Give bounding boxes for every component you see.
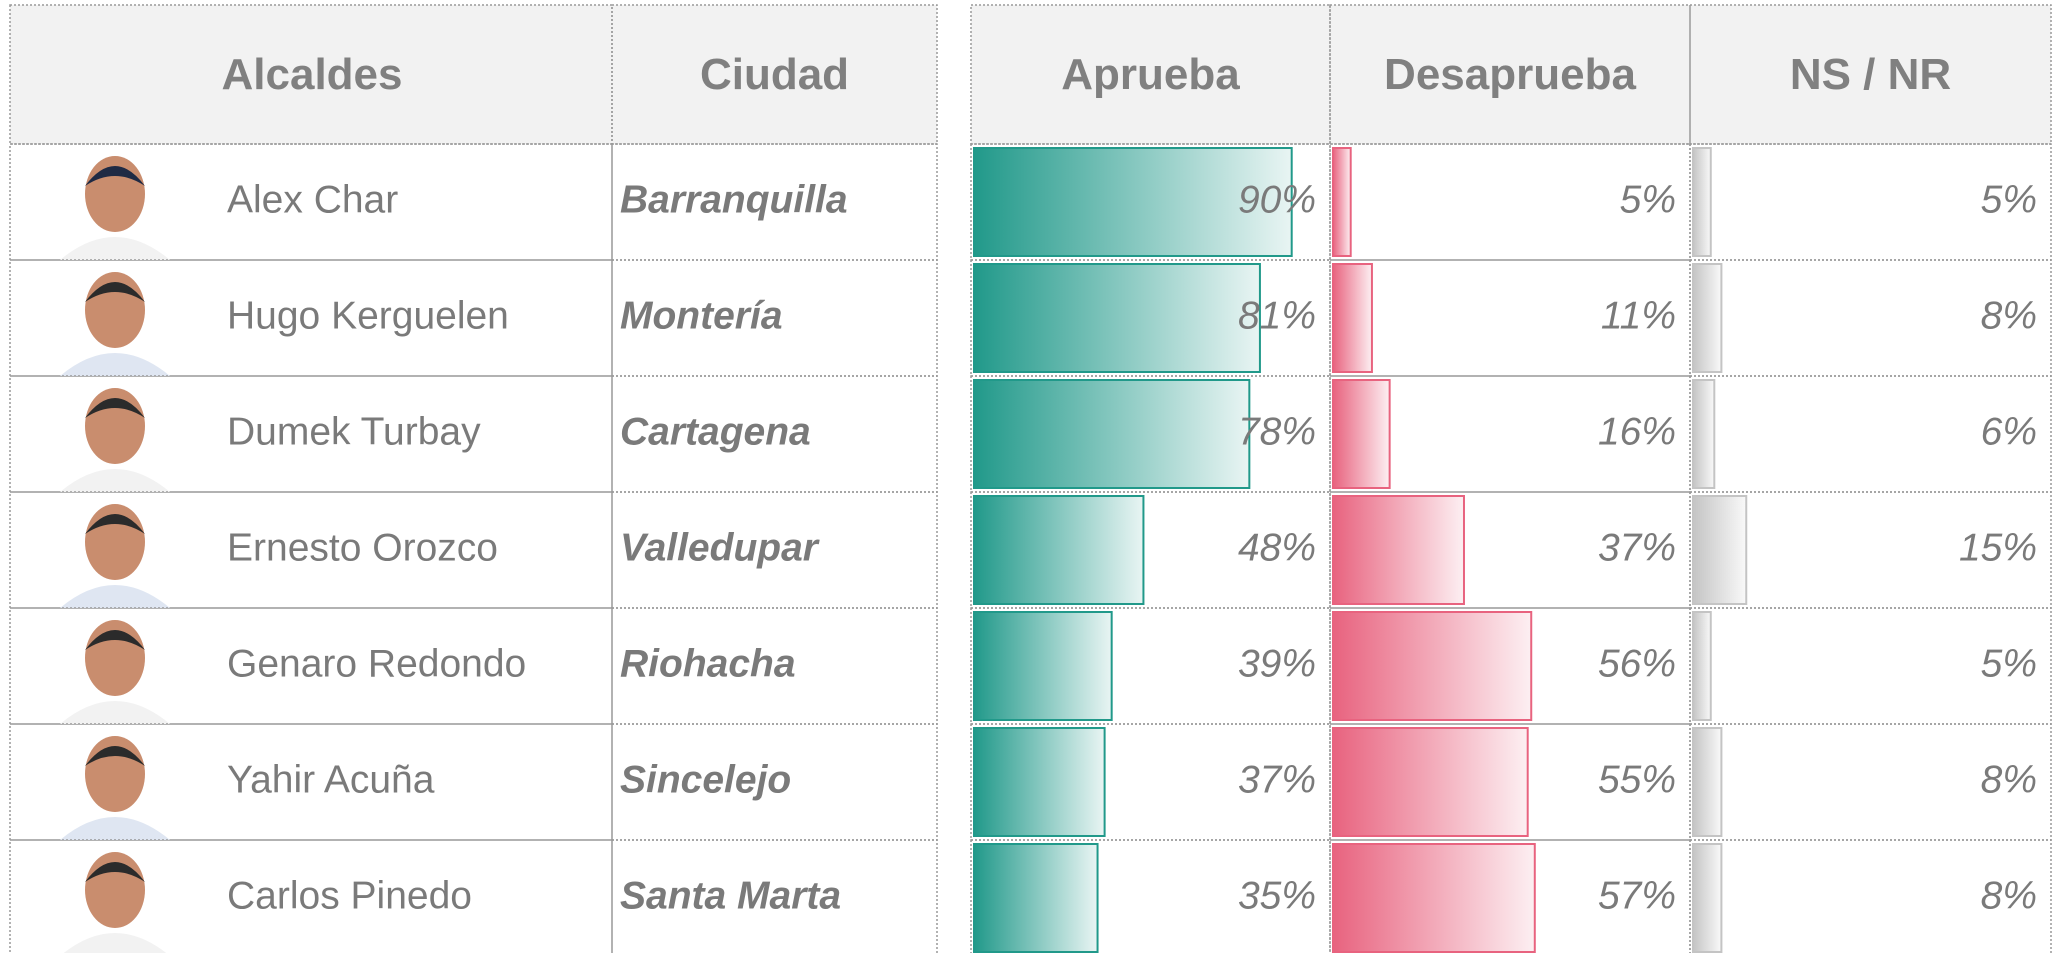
mayor-name: Carlos Pinedo xyxy=(227,874,472,917)
column-header: Ciudad xyxy=(700,50,849,99)
photo-shoulders xyxy=(60,353,170,376)
city-name: Cartagena xyxy=(620,410,811,453)
photo-shoulders xyxy=(60,701,170,724)
data-bar xyxy=(973,611,1113,721)
data-bar xyxy=(1692,147,1712,257)
data-bar xyxy=(973,147,1293,257)
value-label: 16% xyxy=(1598,410,1676,453)
cell xyxy=(611,607,938,725)
value-label: 55% xyxy=(1598,758,1676,801)
city-name: Barranquilla xyxy=(620,178,848,221)
cell xyxy=(611,723,938,841)
photo-hair xyxy=(85,746,145,766)
value-label: 8% xyxy=(1981,294,2037,337)
city-name: Sincelejo xyxy=(620,758,791,801)
photo xyxy=(63,852,167,953)
photo-shoulders xyxy=(60,469,170,492)
cell xyxy=(611,259,938,377)
photo-hair xyxy=(85,862,145,882)
cell xyxy=(611,839,938,953)
value-label: 11% xyxy=(1601,294,1676,337)
data-bar xyxy=(1692,495,1748,605)
value-label: 35% xyxy=(1238,874,1316,917)
photo xyxy=(60,388,170,492)
photo-shoulders xyxy=(60,817,170,840)
data-bar xyxy=(1692,611,1712,721)
data-bar xyxy=(973,495,1145,605)
header-bg xyxy=(10,5,937,144)
cell xyxy=(611,143,938,261)
data-bar xyxy=(1692,379,1716,489)
header-bg xyxy=(971,5,2051,144)
photo-hair xyxy=(85,630,145,650)
value-label: 56% xyxy=(1598,642,1676,685)
value-label: 5% xyxy=(1981,178,2037,221)
column-header: Desaprueba xyxy=(1384,50,1636,99)
city-name: Riohacha xyxy=(620,642,796,685)
value-label: 15% xyxy=(1959,526,2037,569)
header-cell xyxy=(1329,4,1691,145)
data-bar xyxy=(1692,263,1723,373)
city-name: Montería xyxy=(620,294,783,337)
value-label: 48% xyxy=(1238,526,1316,569)
photo xyxy=(60,272,170,376)
value-label: 57% xyxy=(1598,874,1676,917)
data-bar xyxy=(973,263,1261,373)
data-bar xyxy=(1332,611,1533,721)
photo xyxy=(60,504,170,608)
mayor-name: Dumek Turbay xyxy=(227,410,481,453)
data-bar xyxy=(1332,727,1529,837)
photo-hair xyxy=(85,514,145,534)
photo-shoulders xyxy=(60,237,170,260)
photo xyxy=(60,156,170,260)
data-bar xyxy=(1332,263,1373,373)
city-name: Santa Marta xyxy=(620,874,841,917)
value-label: 78% xyxy=(1238,410,1316,453)
mayor-name: Yahir Acuña xyxy=(227,758,435,801)
photo-hair xyxy=(85,166,145,186)
column-header: NS / NR xyxy=(1790,50,1951,99)
data-bar xyxy=(973,727,1106,837)
data-bar xyxy=(1692,727,1723,837)
photo-hair xyxy=(85,282,145,302)
city-name: Valledupar xyxy=(620,526,820,569)
mayor-name: Genaro Redondo xyxy=(227,642,526,685)
data-bar xyxy=(1692,843,1723,953)
data-bar xyxy=(973,379,1251,489)
value-label: 5% xyxy=(1620,178,1676,221)
data-bar xyxy=(973,843,1099,953)
value-label: 81% xyxy=(1238,294,1316,337)
photo-shoulders xyxy=(60,585,170,608)
value-label: 37% xyxy=(1238,758,1316,801)
photo-hair xyxy=(85,398,145,418)
data-bar xyxy=(1332,147,1352,257)
value-label: 37% xyxy=(1598,526,1676,569)
photo xyxy=(60,620,170,724)
value-label: 6% xyxy=(1981,410,2037,453)
data-bar xyxy=(1332,495,1465,605)
value-label: 8% xyxy=(1981,874,2037,917)
photo xyxy=(60,736,170,840)
mayor-name: Hugo Kerguelen xyxy=(227,294,509,337)
column-header: Alcaldes xyxy=(222,50,403,99)
mayor-name: Alex Char xyxy=(227,178,398,221)
column-header: Aprueba xyxy=(1061,50,1240,99)
photo-shoulders xyxy=(63,933,167,953)
value-label: 5% xyxy=(1981,642,2037,685)
mayor-name: Ernesto Orozco xyxy=(227,526,498,569)
data-bar xyxy=(1332,379,1391,489)
data-bar xyxy=(1332,843,1536,953)
value-label: 90% xyxy=(1238,178,1316,221)
cell xyxy=(611,375,938,493)
cell xyxy=(611,491,938,609)
value-label: 39% xyxy=(1238,642,1316,685)
value-label: 8% xyxy=(1981,758,2037,801)
cell xyxy=(1689,839,2052,953)
